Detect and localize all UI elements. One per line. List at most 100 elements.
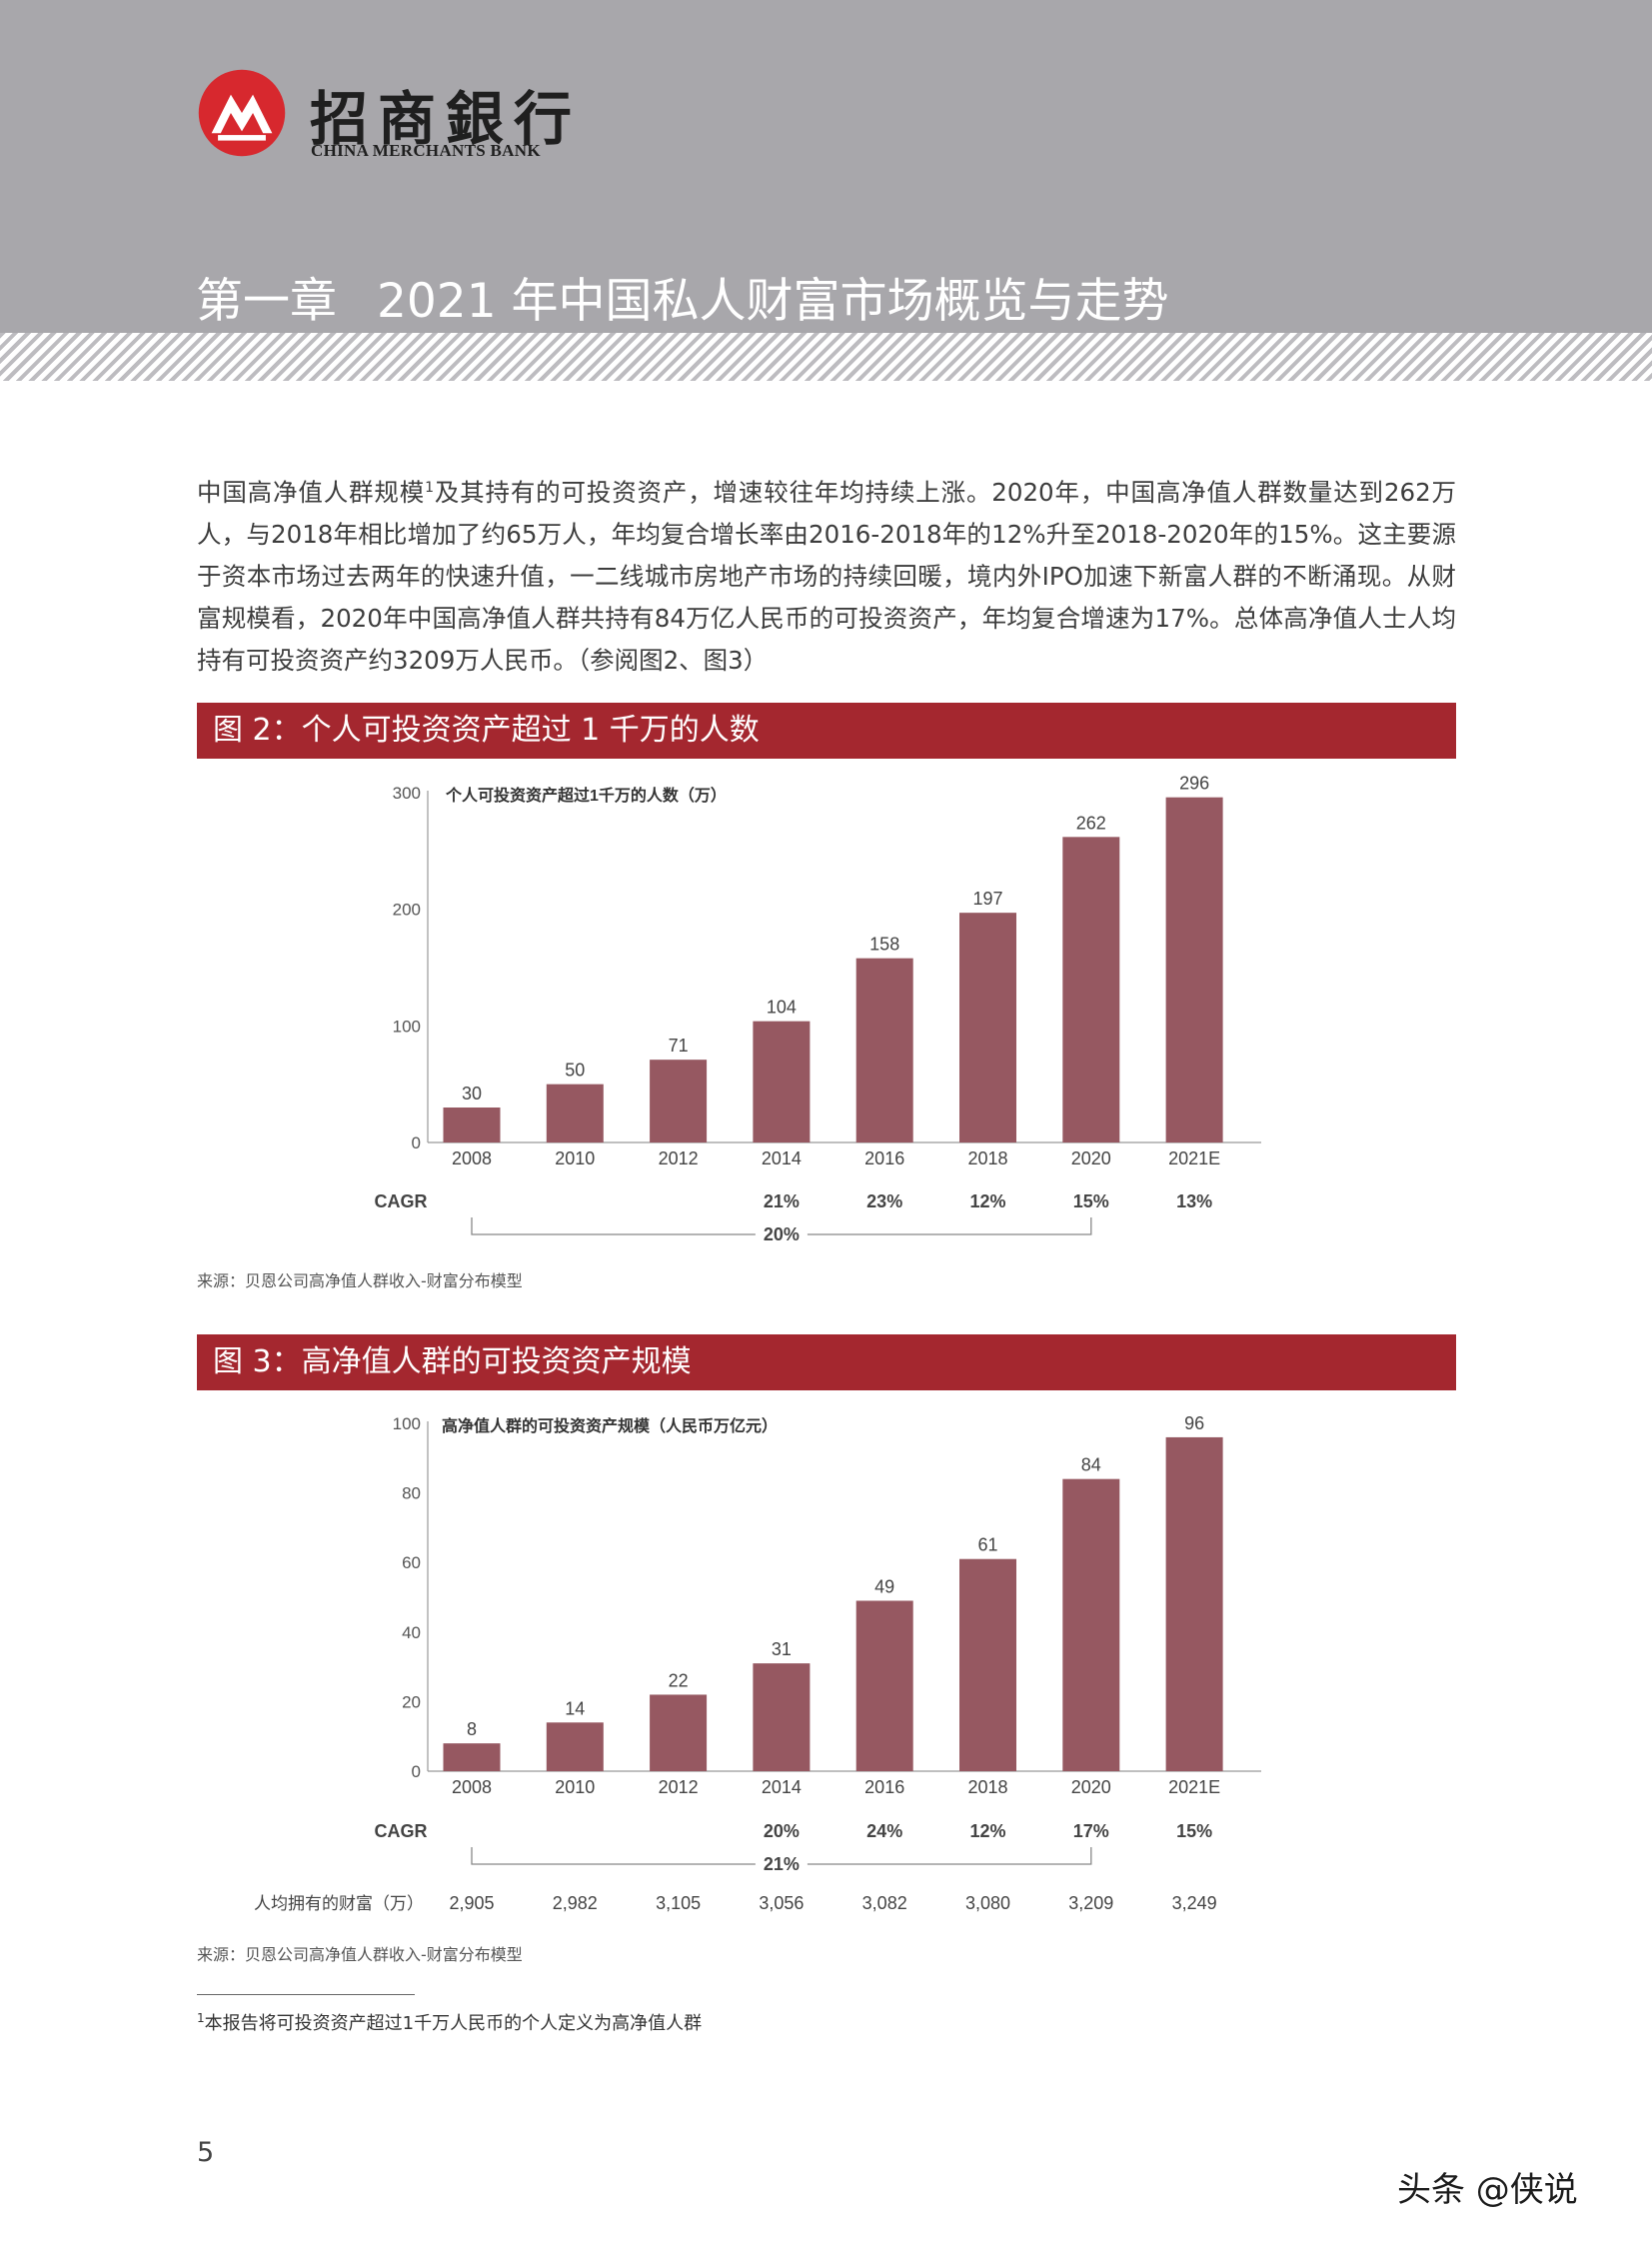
bar — [1165, 797, 1223, 1142]
x-tick-label: 2021E — [1168, 1777, 1220, 1797]
cagr-span-bracket — [471, 1847, 1092, 1865]
cagr-value: 12% — [969, 1821, 1005, 1841]
footnote-rule — [197, 1994, 415, 1995]
per-capita-value: 2,905 — [449, 1893, 494, 1913]
x-tick-label: 2010 — [555, 1148, 595, 1168]
bar-value-label: 50 — [565, 1061, 585, 1081]
bar-value-label: 104 — [767, 998, 797, 1018]
cagr-value: 21% — [764, 1191, 800, 1211]
per-capita-value: 3,249 — [1172, 1893, 1217, 1913]
x-tick-label: 2008 — [452, 1777, 492, 1797]
footnote-mark: 1 — [197, 2011, 205, 2025]
logo-chinese-text: 招商銀行 — [310, 85, 583, 153]
header-stripe-divider — [0, 333, 1652, 381]
bar — [650, 1060, 708, 1142]
y-tick-label: 0 — [412, 1762, 421, 1781]
x-tick-label: 2008 — [452, 1148, 492, 1168]
bar — [443, 1108, 501, 1142]
bar-value-label: 296 — [1179, 774, 1209, 794]
bar-value-label: 71 — [669, 1036, 689, 1056]
cagr-value: 17% — [1073, 1821, 1109, 1841]
x-tick-label: 2010 — [555, 1777, 595, 1797]
cagr-value: 20% — [764, 1821, 800, 1841]
cmb-logo-icon — [198, 69, 286, 157]
bar-value-label: 96 — [1184, 1413, 1204, 1433]
bar — [855, 1600, 913, 1771]
chapter-heading: 第一章 2021 年中国私人财富市场概览与走势 — [196, 262, 1169, 331]
bar-value-label: 30 — [462, 1084, 482, 1104]
footnote-reference: 1 — [425, 480, 434, 496]
bar — [546, 1722, 604, 1771]
y-tick-label: 40 — [402, 1623, 421, 1642]
cagr-row-label: CAGR — [375, 1821, 428, 1841]
x-tick-label: 2016 — [864, 1777, 904, 1797]
per-capita-value: 3,056 — [759, 1893, 804, 1913]
x-tick-label: 2014 — [762, 1148, 802, 1168]
bar — [959, 1558, 1016, 1771]
page-header: 招商銀行 CHINA MERCHANTS BANK 第一章 2021 年中国私人财… — [0, 0, 1652, 333]
cagr-row-label: CAGR — [375, 1191, 428, 1211]
bar — [959, 913, 1016, 1142]
chapter-label: 第一章 — [196, 274, 337, 329]
figure-2-source: 来源：贝恩公司高净值人群收入-财富分布模型 — [197, 1271, 523, 1290]
x-tick-label: 2012 — [659, 1777, 699, 1797]
per-capita-value: 3,082 — [862, 1893, 907, 1913]
chart-title: 个人可投资资产超过1千万的人数（万） — [445, 786, 727, 805]
bar — [753, 1663, 811, 1771]
y-tick-label: 200 — [393, 901, 421, 920]
per-capita-value: 2,982 — [553, 1893, 598, 1913]
bar-value-label: 84 — [1081, 1455, 1101, 1475]
bar-value-label: 22 — [669, 1670, 689, 1690]
x-tick-label: 2016 — [864, 1148, 904, 1168]
figure-3-source: 来源：贝恩公司高净值人群收入-财富分布模型 — [197, 1945, 523, 1964]
figure-3-bar-chart: 0 20 40 60 80 100 高净值人群的可投资资产规模（人民币万亿元） 8 2008 14… — [254, 1413, 1261, 1913]
per-capita-value: 3,209 — [1068, 1893, 1113, 1913]
intro-text-start: 中国高净值人群规模 — [197, 478, 426, 507]
bar — [1165, 1436, 1223, 1771]
watermark: 头条 @侠说 — [1397, 2170, 1578, 2210]
x-tick-label: 2014 — [762, 1777, 802, 1797]
page-number: 5 — [197, 2137, 215, 2168]
y-tick-label: 60 — [402, 1553, 421, 1572]
bar — [753, 1021, 811, 1142]
bar — [443, 1743, 501, 1771]
bar-value-label: 8 — [467, 1719, 477, 1739]
bar — [546, 1084, 604, 1142]
chapter-title: 2021 年中国私人财富市场概览与走势 — [377, 274, 1169, 329]
bar — [1062, 837, 1120, 1142]
y-tick-label: 100 — [393, 1017, 421, 1036]
figure-3-title-band: 图 3：高净值人群的可投资资产规模 — [197, 1334, 1456, 1390]
y-tick-label: 300 — [393, 784, 421, 803]
bar — [650, 1694, 708, 1771]
x-tick-label: 2012 — [659, 1148, 699, 1168]
bar-value-label: 49 — [874, 1576, 894, 1596]
cagr-span-label: 20% — [764, 1224, 800, 1244]
x-tick-label: 2020 — [1071, 1777, 1111, 1797]
per-capita-row-label: 人均拥有的财富（万） — [254, 1894, 424, 1913]
bar-value-label: 14 — [565, 1698, 585, 1718]
per-capita-value: 3,080 — [965, 1893, 1010, 1913]
x-tick-label: 2020 — [1071, 1148, 1111, 1168]
cagr-value: 15% — [1073, 1191, 1109, 1211]
per-capita-value: 3,105 — [656, 1893, 701, 1913]
cagr-value: 13% — [1176, 1191, 1212, 1211]
y-tick-label: 100 — [393, 1414, 421, 1433]
logo-english-text: CHINA MERCHANTS BANK — [311, 141, 541, 160]
cagr-value: 24% — [866, 1821, 902, 1841]
y-tick-label: 0 — [412, 1133, 421, 1152]
figure-2-title-band: 图 2：个人可投资资产超过 1 千万的人数 — [197, 703, 1456, 759]
chart-title: 高净值人群的可投资资产规模（人民币万亿元） — [442, 1416, 778, 1435]
bar-value-label: 197 — [972, 889, 1002, 909]
bar-value-label: 31 — [772, 1639, 792, 1659]
cagr-value: 23% — [866, 1191, 902, 1211]
x-tick-label: 2018 — [967, 1148, 1007, 1168]
cagr-value: 15% — [1176, 1821, 1212, 1841]
bar — [855, 958, 913, 1142]
footnote-text: 本报告将可投资资产超过1千万人民币的个人定义为高净值人群 — [204, 2013, 703, 2034]
x-tick-label: 2021E — [1168, 1148, 1220, 1168]
intro-text-rest: 及其持有的可投资资产，增速较往年均持续上涨。2020年，中国高净值人群数量达到2… — [197, 478, 1456, 675]
bar-value-label: 262 — [1076, 813, 1106, 833]
y-tick-label: 20 — [402, 1692, 421, 1711]
bar — [1062, 1478, 1120, 1771]
intro-paragraph: 中国高净值人群规模1及其持有的可投资资产，增速较往年均持续上涨。2020年，中国… — [197, 472, 1456, 682]
